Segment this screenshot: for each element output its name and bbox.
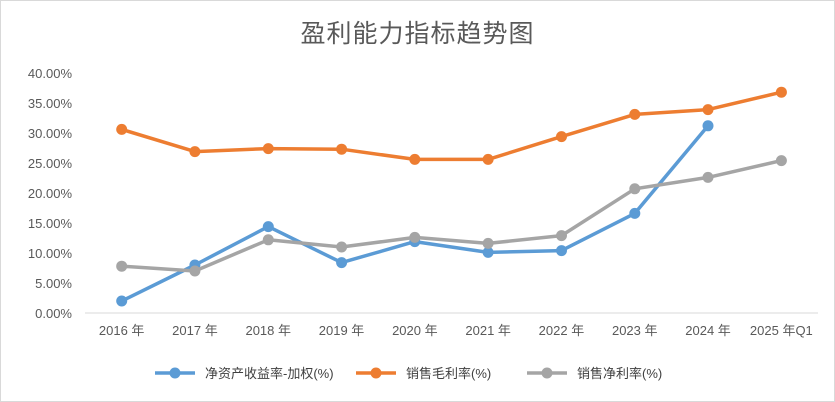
x-tick-label: 2021 年 — [465, 323, 511, 338]
data-point — [262, 221, 274, 233]
y-axis-ticks: 0.00% 5.00% 10.00% 15.00% 20.00% 25.00% 30.00%… — [28, 66, 73, 321]
y-tick-label: 20.00% — [28, 186, 73, 201]
data-point — [482, 246, 494, 258]
data-point — [556, 245, 567, 257]
y-tick-label: 15.00% — [28, 216, 73, 231]
y-tick-label: 25.00% — [28, 156, 73, 171]
chart-title: 盈利能力指标趋势图 — [300, 19, 535, 48]
data-point — [482, 237, 494, 249]
x-tick-label: 2022 年 — [539, 323, 585, 338]
data-point — [409, 153, 421, 165]
x-tick-label: 2024 年 — [685, 323, 731, 338]
legend-swatch-marker — [541, 367, 553, 379]
legend-label: 净资产收益率-加权(%) — [205, 366, 334, 381]
y-tick-label: 10.00% — [28, 246, 73, 261]
data-point — [262, 143, 274, 155]
data-point — [702, 104, 714, 116]
x-tick-label: 2025 年Q1 — [750, 323, 813, 338]
series-layer — [116, 86, 787, 307]
series-3 — [116, 155, 787, 277]
x-tick-label: 2018 年 — [245, 323, 291, 338]
series-2 — [116, 86, 787, 165]
legend-item: 销售毛利率(%) — [356, 366, 491, 381]
legend-swatch-marker — [370, 367, 382, 379]
y-tick-label: 0.00% — [35, 306, 72, 321]
x-tick-label: 2019 年 — [319, 323, 365, 338]
data-point — [189, 146, 201, 158]
x-tick-label: 2017 年 — [172, 323, 218, 338]
data-point — [409, 231, 421, 243]
x-axis-ticks: 2016 年 2017 年 2018 年 2019 年 2020 年 2021 年 2022… — [99, 323, 813, 338]
legend-item: 净资产收益率-加权(%) — [155, 366, 334, 381]
data-point — [336, 241, 348, 253]
data-point — [336, 143, 348, 155]
data-point — [556, 131, 567, 143]
y-tick-label: 30.00% — [28, 126, 73, 141]
data-point — [702, 171, 714, 183]
legend-label: 销售净利率(%) — [577, 366, 662, 381]
data-point — [556, 230, 567, 242]
y-tick-label: 5.00% — [35, 276, 72, 291]
legend-swatch-marker — [169, 367, 181, 379]
legend-item: 销售净利率(%) — [527, 366, 662, 381]
legend-label: 销售毛利率(%) — [406, 366, 491, 381]
data-point — [629, 207, 641, 219]
data-point — [775, 155, 787, 167]
x-tick-label: 2016 年 — [99, 323, 145, 338]
legend: 净资产收益率-加权(%) 销售毛利率(%) 销售净利率(%) — [155, 366, 662, 381]
data-point — [775, 86, 787, 98]
data-point — [482, 153, 494, 165]
series-line — [119, 158, 784, 273]
series-1 — [116, 120, 714, 307]
y-tick-label: 40.00% — [28, 66, 73, 81]
data-point — [702, 120, 714, 132]
data-point — [116, 260, 128, 272]
series-line — [119, 90, 784, 162]
x-tick-label: 2023 年 — [612, 323, 658, 338]
x-tick-label: 2020 年 — [392, 323, 438, 338]
data-point — [116, 295, 128, 307]
data-point — [629, 183, 641, 195]
data-point — [262, 234, 274, 246]
data-point — [116, 123, 128, 135]
data-point — [189, 265, 201, 277]
data-point — [629, 108, 641, 120]
data-point — [336, 257, 348, 269]
y-tick-label: 35.00% — [28, 96, 73, 111]
